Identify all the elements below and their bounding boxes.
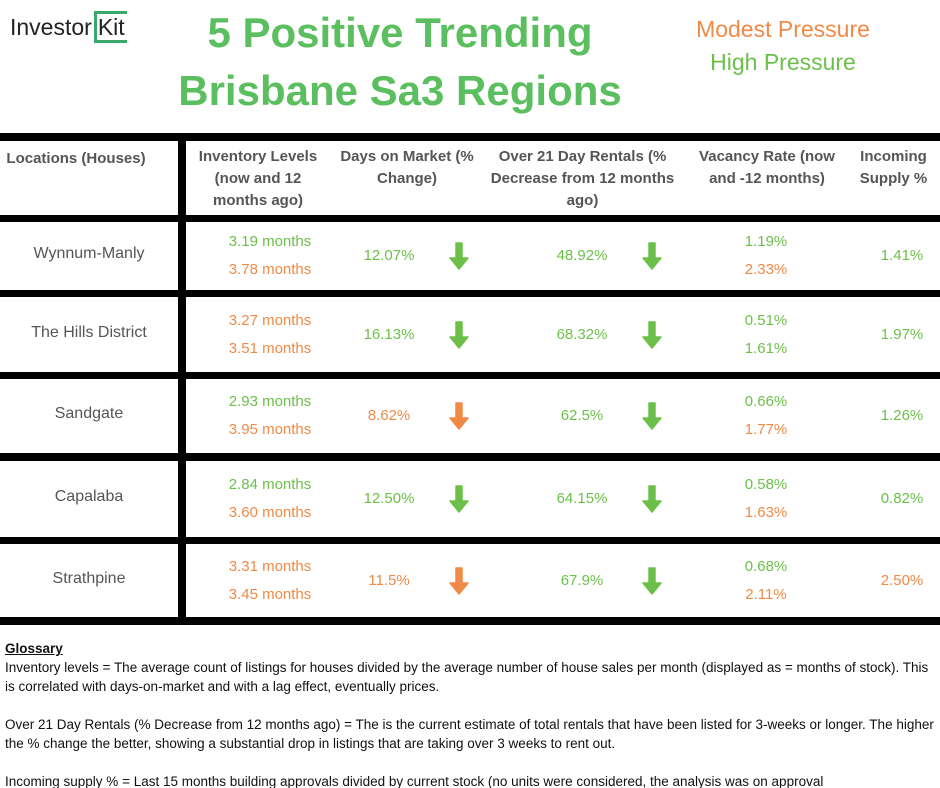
down-arrow	[642, 485, 662, 513]
days-value: 12.50%	[363, 490, 415, 507]
separator	[0, 372, 940, 379]
days-value: 16.13%	[363, 325, 415, 343]
glossary-term: Over 21 Day Rentals (% Decrease from 12 …	[5, 717, 341, 732]
vacancy-value: 1.77%	[744, 421, 788, 438]
supply-value: 2.50%	[880, 571, 924, 589]
column-header: Vacancy Rate (now and -12 months)	[699, 148, 835, 187]
days-value: 12.07%	[363, 247, 415, 264]
inventory-value: 2.93 months	[228, 393, 312, 410]
down-arrow	[449, 242, 469, 270]
column-header: Locations (Houses)	[6, 150, 146, 167]
inventory-value: 3.95 months	[228, 421, 312, 438]
inventory-value: 3.78 months	[228, 261, 312, 278]
separator	[0, 453, 940, 461]
inventory-value: 3.27 months	[228, 311, 312, 329]
separator	[0, 133, 940, 141]
down-arrow	[449, 320, 469, 349]
glossary-term: Incoming supply %	[5, 774, 119, 788]
inventory-value: 3.51 months	[228, 339, 312, 357]
supply-value: 1.41%	[880, 247, 924, 264]
column-header: Inventory Levels (now and 12 months ago)	[198, 148, 318, 209]
vacancy-value: 2.33%	[744, 261, 788, 278]
title-line: 5 Positive Trending	[207, 9, 593, 56]
glossary-entry: Inventory levels = The average count of …	[5, 658, 935, 696]
glossary-entry: Over 21 Day Rentals (% Decrease from 12 …	[5, 715, 935, 753]
days-value: 11.5%	[368, 571, 410, 589]
column-header: Days on Market (% Change)	[340, 148, 474, 187]
logo-text: Investor	[10, 14, 92, 40]
down-arrow	[642, 566, 662, 595]
separator	[0, 215, 940, 222]
separator	[0, 537, 940, 544]
title-line: Brisbane Sa3 Regions	[178, 67, 622, 114]
vacancy-value: 1.61%	[744, 339, 788, 357]
days-value: 8.62%	[367, 407, 411, 424]
supply-value: 1.26%	[880, 407, 924, 424]
separator	[0, 617, 940, 625]
glossary-title: Glossary	[5, 641, 63, 656]
legend-item: Modest Pressure	[696, 16, 870, 42]
logo-accent: Kit	[93, 11, 127, 43]
glossary-text: = The is the current estimate of total r…	[5, 717, 934, 751]
column-header: Incoming Supply %	[859, 148, 928, 187]
vacancy-value: 1.63%	[744, 504, 788, 521]
separator	[0, 290, 940, 297]
down-arrow	[449, 566, 469, 595]
inventory-value: 3.60 months	[228, 504, 312, 521]
vacancy-value: 2.11%	[745, 585, 787, 603]
separator	[178, 133, 186, 625]
legend-item: High Pressure	[710, 49, 856, 75]
over21-value: 67.9%	[560, 571, 604, 589]
glossary-text: = Last 15 months building approvals divi…	[118, 774, 824, 788]
location: Sandgate	[54, 405, 124, 422]
glossary-text: = The average count of listings for hous…	[5, 660, 929, 694]
supply-value: 0.82%	[880, 490, 924, 507]
location: Wynnum-Manly	[33, 245, 145, 262]
location: Capalaba	[54, 488, 124, 505]
vacancy-value: 0.58%	[744, 476, 788, 493]
supply-value: 1.97%	[880, 325, 924, 343]
glossary-entry: Incoming supply % = Last 15 months build…	[5, 772, 935, 788]
location: Strathpine	[52, 569, 126, 587]
inventory-value: 3.45 months	[228, 585, 312, 603]
glossary-term: Inventory levels	[5, 660, 99, 675]
column-header: Over 21 Day Rentals (% Decrease from 12 …	[490, 148, 675, 209]
over21-value: 62.5%	[560, 407, 604, 424]
over21-value: 48.92%	[556, 247, 608, 264]
inventory-value: 3.19 months	[228, 233, 312, 250]
down-arrow	[642, 320, 662, 349]
down-arrow	[449, 402, 469, 430]
vacancy-value: 0.68%	[744, 557, 788, 575]
location: The Hills District	[31, 323, 147, 341]
over21-value: 68.32%	[556, 325, 608, 343]
down-arrow	[642, 242, 662, 270]
inventory-value: 2.84 months	[228, 476, 312, 493]
down-arrow	[449, 485, 469, 513]
vacancy-value: 1.19%	[744, 233, 788, 250]
inventory-value: 3.31 months	[228, 557, 312, 575]
vacancy-value: 0.51%	[744, 311, 788, 329]
over21-value: 64.15%	[556, 490, 608, 507]
down-arrow	[642, 402, 662, 430]
logo: Investor Kit	[10, 11, 127, 43]
vacancy-value: 0.66%	[744, 393, 788, 410]
